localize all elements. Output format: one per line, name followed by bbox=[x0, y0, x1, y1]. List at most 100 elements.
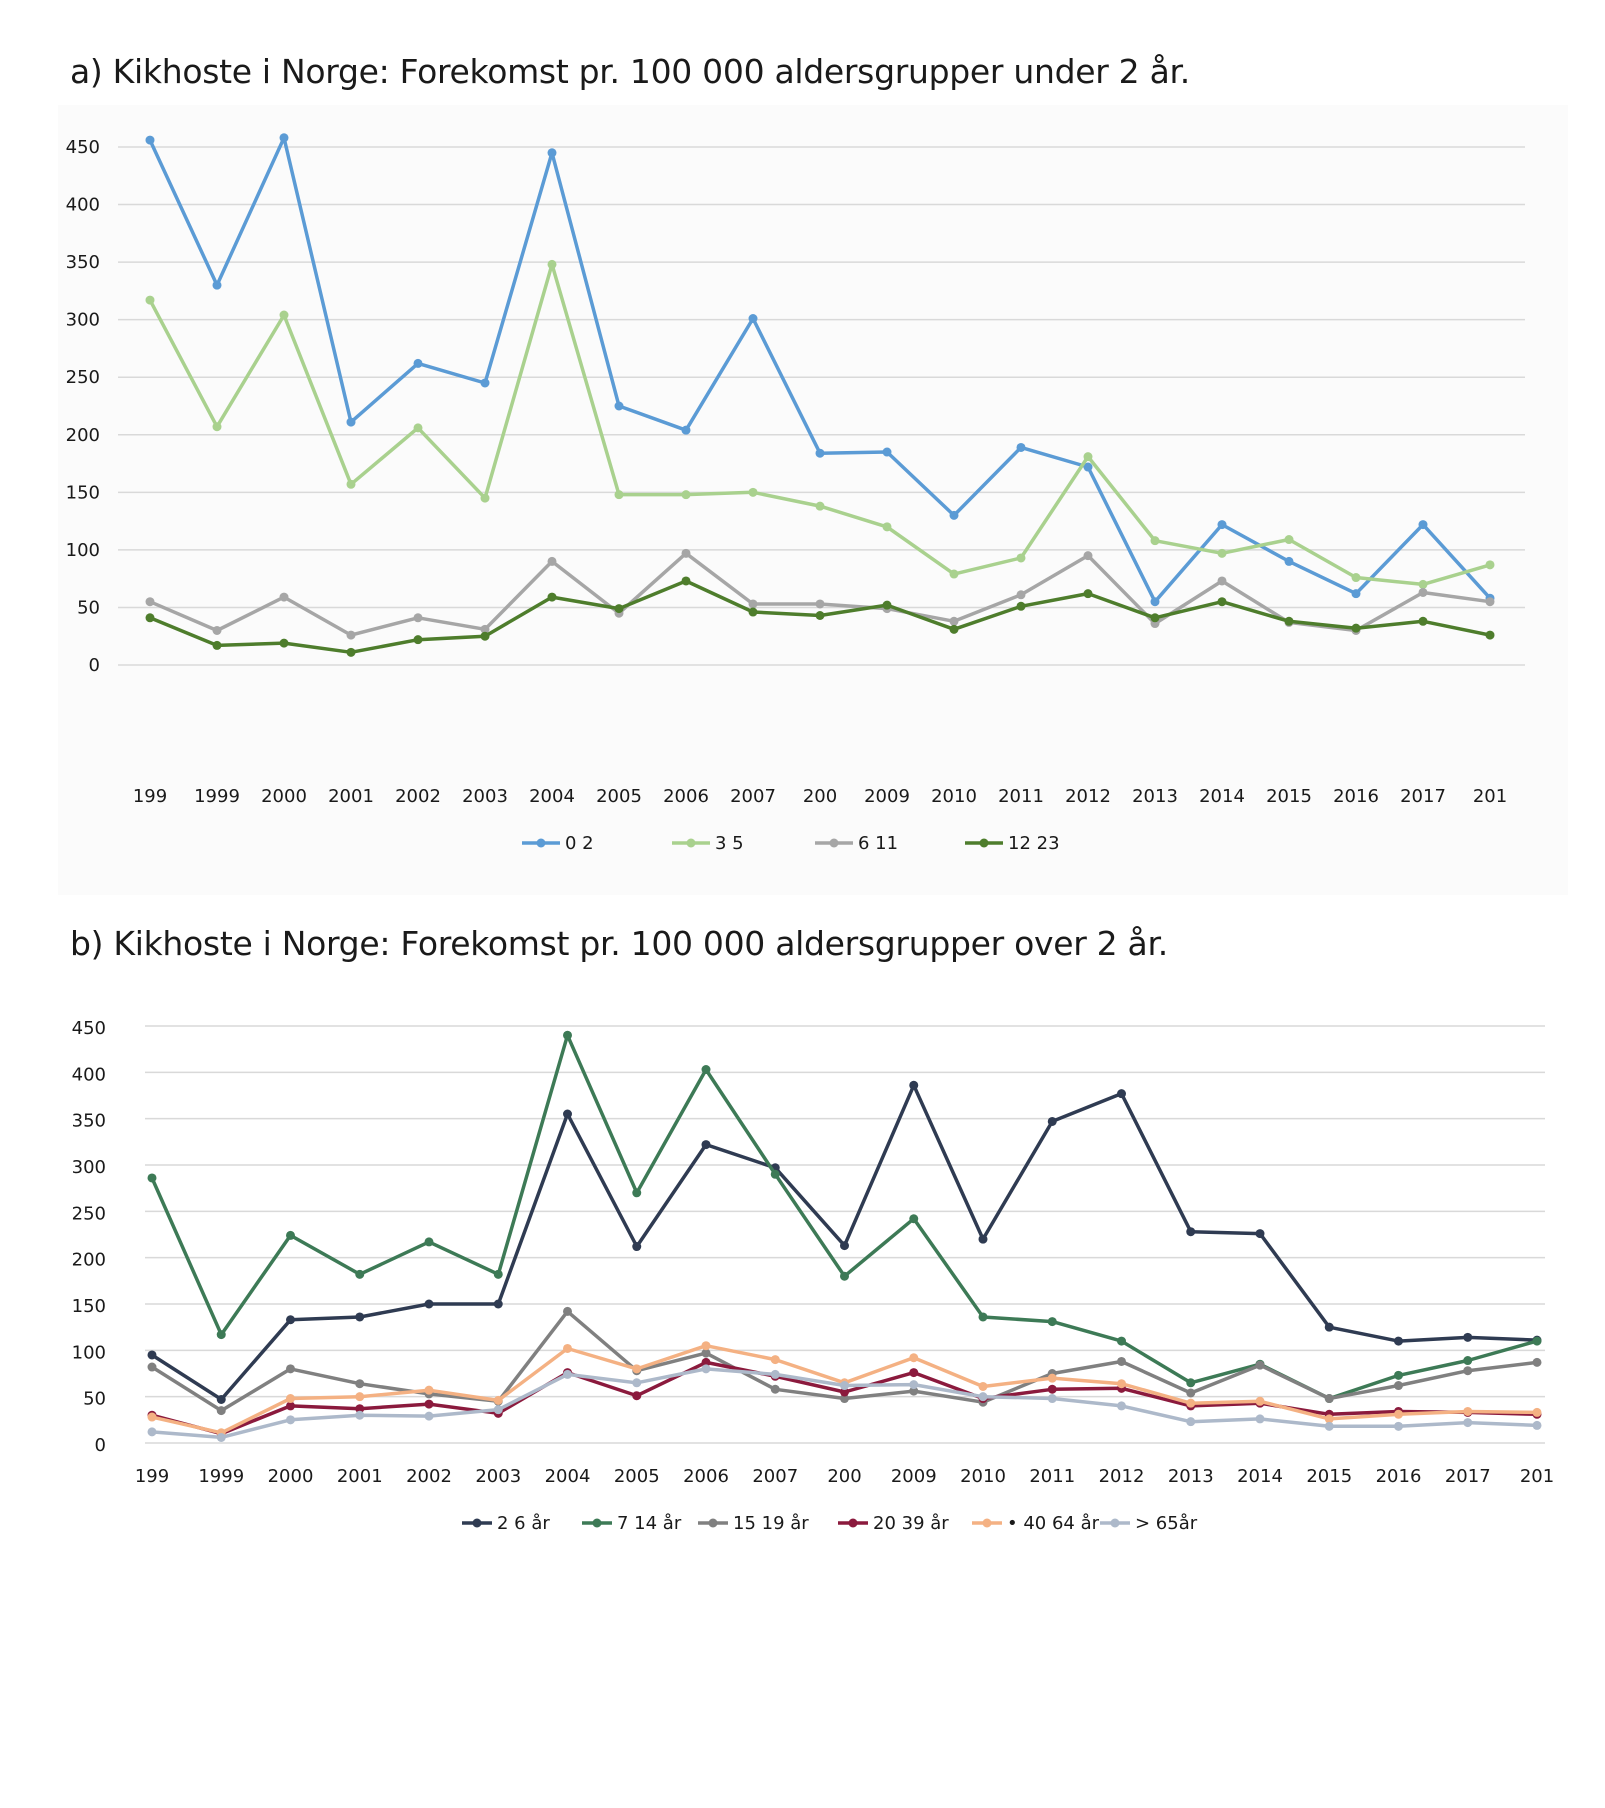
chart-b-x-tick-label: 1999 bbox=[198, 1466, 244, 1487]
chart-b-x-tick-label: 2016 bbox=[1376, 1466, 1422, 1487]
chart-a-legend-marker bbox=[979, 838, 989, 848]
chart-b-data-point bbox=[978, 1381, 988, 1391]
chart-b-data-point bbox=[1255, 1396, 1265, 1406]
chart-a-data-point bbox=[346, 630, 356, 640]
chart-a-data-point bbox=[279, 133, 289, 143]
chart-b-data-point bbox=[770, 1384, 780, 1394]
chart-a-x-tick-label: 2005 bbox=[596, 786, 642, 807]
chart-b-data-point bbox=[493, 1395, 503, 1405]
chart-a-data-point bbox=[413, 423, 423, 433]
chart-a-data-point bbox=[1083, 452, 1093, 462]
chart-a-y-tick-label: 450 bbox=[66, 137, 100, 158]
chart-b-data-point bbox=[355, 1404, 365, 1414]
chart-b-data-point bbox=[1324, 1322, 1334, 1332]
chart-a-legend-label: 0 2 bbox=[565, 833, 594, 854]
chart-a-y-tick-label: 0 bbox=[89, 655, 100, 676]
chart-b-data-point bbox=[1394, 1370, 1403, 1380]
chart-a-y-tick-label: 200 bbox=[66, 425, 100, 446]
chart-b-y-tick-label: 200 bbox=[72, 1250, 106, 1271]
chart-b-data-point bbox=[1532, 1420, 1542, 1430]
chart-a-data-point bbox=[815, 599, 825, 609]
chart-a-x-tick-label: 2014 bbox=[1199, 786, 1245, 807]
chart-a: 0 50 100 150 200 250 300 350 400 450 199 1999 2000 20… bbox=[66, 133, 1525, 854]
chart-a-x-tick-label: 2010 bbox=[931, 786, 977, 807]
chart-b-legend-marker bbox=[848, 1518, 858, 1528]
chart-b-data-point bbox=[1186, 1417, 1196, 1427]
chart-a-data-point bbox=[815, 501, 825, 511]
chart-a-data-point bbox=[346, 647, 356, 657]
chart-a-data-point bbox=[882, 600, 892, 610]
chart-b-x-tick-label: 2003 bbox=[475, 1466, 521, 1487]
chart-a-data-point bbox=[145, 295, 155, 305]
chart-a-y-tick-label: 50 bbox=[77, 597, 100, 618]
chart-b-data-point bbox=[1532, 1336, 1542, 1346]
chart-a-data-point bbox=[1217, 597, 1227, 607]
chart-a-data-point bbox=[1485, 597, 1495, 607]
chart-b-data-point bbox=[632, 1364, 642, 1374]
chart-a-data-point bbox=[346, 479, 356, 489]
chart-b-data-point bbox=[840, 1381, 849, 1391]
chart-a-data-point bbox=[949, 569, 959, 579]
chart-b-data-point bbox=[1463, 1406, 1473, 1416]
chart-b-data-point bbox=[1047, 1116, 1057, 1126]
chart-b-data-point bbox=[147, 1412, 157, 1422]
chart-b-data-point bbox=[1324, 1394, 1334, 1404]
chart-a-legend-marker bbox=[686, 838, 696, 848]
chart-b-data-point bbox=[978, 1312, 988, 1322]
chart-a-x-tick-label: 201 bbox=[1473, 786, 1507, 807]
chart-b-data-point bbox=[286, 1364, 295, 1374]
chart-a-data-point bbox=[1418, 587, 1428, 597]
chart-b-data-point bbox=[216, 1394, 226, 1404]
chart-b-data-point bbox=[909, 1368, 919, 1378]
chart-b-data-point bbox=[1463, 1418, 1473, 1428]
chart-b-x-tick-label: 2010 bbox=[960, 1466, 1006, 1487]
chart-b-data-point bbox=[355, 1410, 365, 1420]
chart-a-data-point bbox=[547, 259, 557, 269]
chart-b-data-point bbox=[632, 1188, 642, 1198]
chart-a-background bbox=[58, 105, 1568, 895]
chart-a-data-point bbox=[681, 425, 691, 435]
chart-b-data-point bbox=[563, 1343, 572, 1353]
chart-b-x-tick-label: 2007 bbox=[752, 1466, 798, 1487]
chart-b-data-point bbox=[1117, 1089, 1126, 1099]
chart-a-data-point bbox=[1418, 520, 1428, 530]
chart-a-data-point bbox=[681, 490, 691, 500]
chart-b-data-point bbox=[1394, 1336, 1403, 1346]
chart-b-data-point bbox=[1047, 1394, 1057, 1404]
chart-b-data-point bbox=[909, 1080, 919, 1090]
chart-a-data-point bbox=[1150, 536, 1160, 546]
chart-b-data-point bbox=[1463, 1356, 1473, 1366]
chart-b-y-tick-label: 0 bbox=[95, 1435, 106, 1456]
chart-a-data-point bbox=[815, 611, 825, 621]
chart-a-legend-marker bbox=[829, 838, 839, 848]
chart-a-data-point bbox=[413, 358, 423, 368]
chart-b-data-point bbox=[1463, 1366, 1473, 1376]
chart-b-data-point bbox=[1117, 1336, 1126, 1346]
chart-b-data-point bbox=[355, 1379, 365, 1389]
chart-b-y-tick-label: 100 bbox=[72, 1342, 106, 1363]
chart-a-x-tick-label: 1999 bbox=[194, 786, 240, 807]
chart-b-data-point bbox=[701, 1348, 711, 1358]
chart-a-data-point bbox=[1217, 576, 1227, 586]
chart-b-data-point bbox=[286, 1315, 295, 1325]
chart-b-data-point bbox=[493, 1405, 503, 1415]
chart-a-data-point bbox=[882, 522, 892, 532]
chart-b-data-point bbox=[701, 1364, 711, 1374]
chart-a-x-tick-label: 2016 bbox=[1333, 786, 1379, 807]
chart-a-data-point bbox=[1351, 623, 1361, 633]
chart-b-x-tick-label: 2005 bbox=[614, 1466, 660, 1487]
chart-a-data-point bbox=[413, 613, 423, 623]
chart-b-x-tick-label: 2012 bbox=[1099, 1466, 1145, 1487]
chart-b-data-point bbox=[424, 1299, 434, 1309]
chart-a-x-tick-label: 2003 bbox=[462, 786, 508, 807]
chart-b-data-point bbox=[286, 1394, 295, 1404]
chart-a-data-point bbox=[748, 599, 758, 609]
chart-a-x-tick-label: 199 bbox=[133, 786, 167, 807]
chart-b-legend-label: 20 39 år bbox=[873, 1513, 949, 1534]
chart-b-legend-label: • 40 64 år bbox=[1007, 1513, 1100, 1534]
chart-a-data-point bbox=[279, 638, 289, 648]
chart-a-data-point bbox=[1150, 613, 1160, 623]
chart-b-data-point bbox=[493, 1299, 503, 1309]
chart-a-data-point bbox=[1083, 589, 1093, 599]
chart-a-data-point bbox=[1418, 579, 1428, 589]
